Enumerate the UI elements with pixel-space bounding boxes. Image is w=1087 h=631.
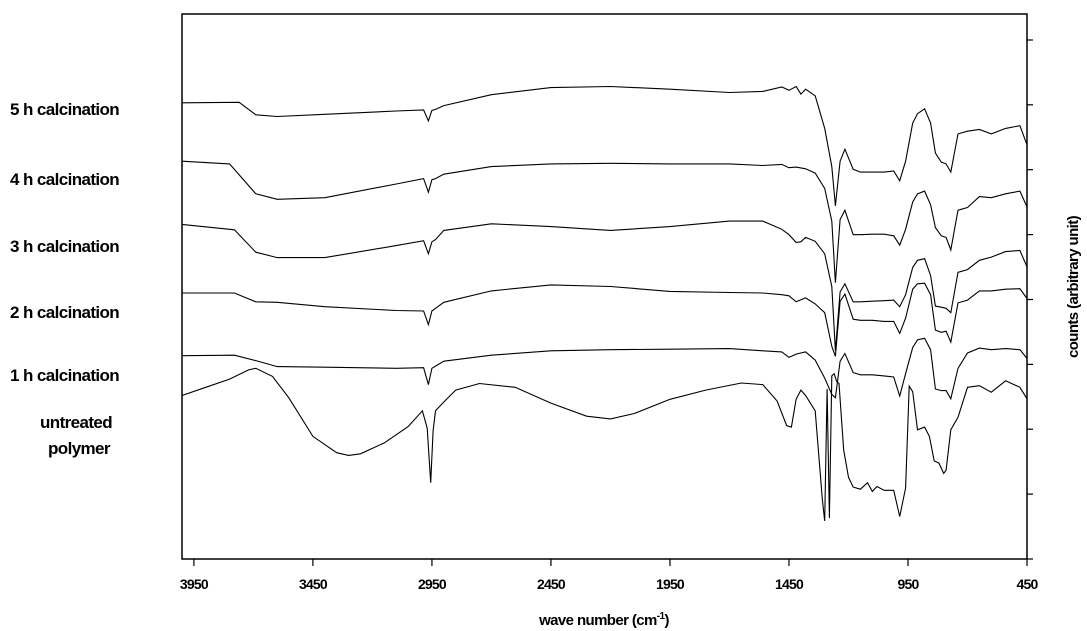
series-curves: [181, 85, 1028, 521]
x-axis-ticks: 3950 3450 2950 2450 1950 1450 950 450: [180, 559, 1039, 592]
label-untreated-line1: untreated: [40, 413, 112, 432]
x-tick-label: 3450: [299, 576, 328, 592]
series-line-2-h-calcination: [182, 282, 1028, 357]
label-4h-calcination: 4 h calcination: [10, 170, 119, 189]
series-line-untreated-polymer: [181, 367, 1028, 521]
label-5h-calcination: 5 h calcination: [10, 100, 119, 119]
x-tick-label: 450: [1017, 576, 1039, 592]
right-axis-ticks: [1027, 39, 1033, 560]
x-tick-label: 1450: [775, 576, 804, 592]
series-line-1-h-calcination: [181, 337, 1028, 401]
x-tick-label: 1950: [656, 576, 685, 592]
series-line-3-h-calcination: [181, 220, 1028, 351]
series-line-4-h-calcination: [181, 160, 1028, 283]
series-line-5-h-calcination: [181, 85, 1028, 206]
label-1h-calcination: 1 h calcination: [10, 366, 119, 385]
label-3h-calcination: 3 h calcination: [10, 237, 119, 256]
x-tick-label: 2950: [418, 576, 447, 592]
label-2h-calcination: 2 h calcination: [10, 303, 119, 322]
label-untreated-line2: polymer: [48, 439, 111, 458]
x-tick-label: 3950: [180, 576, 209, 592]
x-tick-label: 950: [898, 576, 920, 592]
x-axis-title: wave number (cm-1): [538, 611, 669, 629]
x-tick-label: 2450: [537, 576, 566, 592]
plot-frame: [181, 13, 1028, 560]
y-axis-title: counts (arbitrary unit): [1065, 215, 1082, 358]
